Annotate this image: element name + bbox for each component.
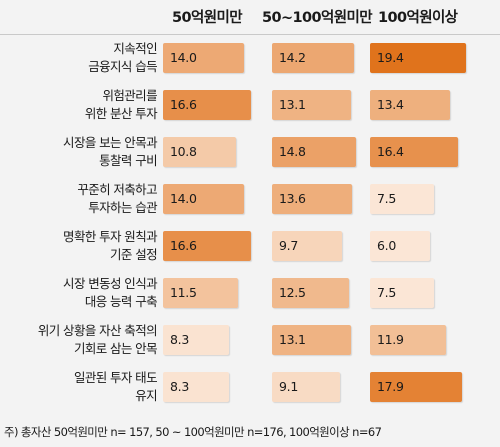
value-label: 17.9	[377, 379, 404, 394]
value-label: 8.3	[170, 379, 189, 394]
row-label-line1: 일관된 투자 태도	[73, 370, 158, 385]
row-label-line2: 통찰력 구비	[99, 153, 157, 168]
value-label: 11.9	[377, 332, 404, 347]
value-bar	[163, 184, 244, 214]
value-label: 16.6	[170, 97, 197, 112]
value-bar	[370, 325, 446, 355]
value-label: 9.1	[279, 379, 298, 394]
value-bar	[370, 278, 434, 308]
row-label-line2: 유지	[135, 388, 157, 403]
value-bar	[163, 137, 236, 167]
value-label: 9.7	[279, 238, 298, 253]
footnote: 주) 총자산 50억원미만 n= 157, 50 ~ 100억원미만 n=176…	[4, 425, 382, 439]
value-bar	[370, 43, 466, 73]
value-label: 14.8	[279, 144, 306, 159]
value-bar	[272, 43, 354, 73]
row-label-line1: 지속적인	[113, 41, 157, 56]
value-label: 13.1	[279, 97, 306, 112]
value-bar	[370, 184, 434, 214]
value-label: 7.5	[377, 285, 396, 300]
value-label: 7.5	[377, 191, 396, 206]
value-bar	[163, 372, 229, 402]
row-label-line2: 금융지식 습득	[88, 59, 157, 74]
value-bar	[272, 278, 349, 308]
header-rule	[0, 34, 500, 35]
row-label-line2: 투자하는 습관	[88, 200, 157, 215]
value-label: 8.3	[170, 332, 189, 347]
row-label-line1: 명확한 투자 원칙과	[63, 229, 158, 244]
value-bar	[370, 231, 430, 261]
row-label-line1: 위험관리를	[102, 88, 157, 103]
row-label-line1: 꾸준히 저축하고	[77, 182, 157, 197]
value-bar	[272, 231, 342, 261]
value-bar	[272, 372, 340, 402]
value-bar	[163, 325, 229, 355]
row-label-line2: 기회로 삼는 안목	[73, 341, 158, 356]
value-bar	[272, 325, 351, 355]
value-bar	[163, 43, 244, 73]
row-label-line2: 위한 분산 투자	[84, 106, 158, 121]
value-bar	[272, 90, 351, 120]
value-bar	[163, 90, 251, 120]
row-label-line1: 시장 변동성 인식과	[63, 276, 158, 291]
row-label-line2: 대응 능력 구축	[84, 294, 158, 309]
value-bar	[272, 184, 352, 214]
value-label: 16.4	[377, 144, 404, 159]
value-bar	[272, 137, 356, 167]
value-label: 13.1	[279, 332, 306, 347]
row-label-line1: 시장을 보는 안목과	[63, 135, 158, 150]
value-bar	[163, 231, 251, 261]
value-label: 12.5	[279, 285, 306, 300]
value-label: 6.0	[377, 238, 396, 253]
row-label-line2: 기준 설정	[110, 247, 158, 262]
value-bar	[370, 90, 450, 120]
value-bar	[370, 137, 458, 167]
value-label: 14.2	[279, 50, 306, 65]
value-label: 16.6	[170, 238, 197, 253]
value-label: 13.6	[279, 191, 306, 206]
value-label: 10.8	[170, 144, 197, 159]
value-label: 13.4	[377, 97, 404, 112]
value-label: 14.0	[170, 191, 197, 206]
column-header-1: 50억원미만	[172, 10, 243, 26]
value-label: 19.4	[377, 50, 404, 65]
value-label: 14.0	[170, 50, 197, 65]
value-bar	[163, 278, 238, 308]
column-header-3: 100억원이상	[378, 10, 458, 26]
value-bar	[370, 372, 462, 402]
column-header-2: 50~100억원미만	[262, 10, 373, 26]
value-label: 11.5	[170, 285, 197, 300]
row-label-line1: 위기 상황을 자산 축적의	[37, 323, 158, 338]
